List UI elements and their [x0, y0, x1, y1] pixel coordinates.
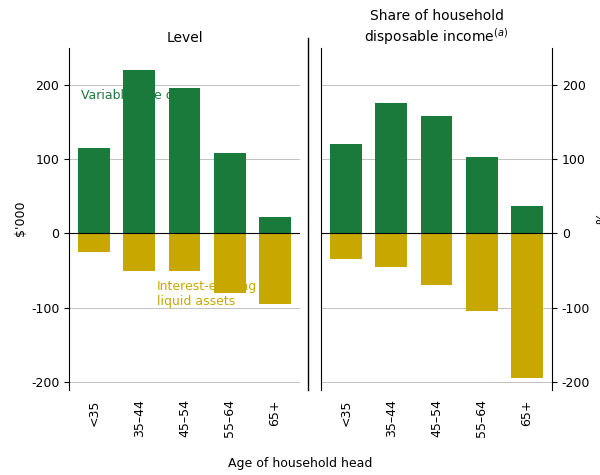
- Bar: [421, 233, 452, 285]
- Text: Interest-earning
liquid assets: Interest-earning liquid assets: [157, 280, 257, 308]
- Bar: [421, 116, 452, 233]
- Text: Variable-rate debt: Variable-rate debt: [80, 88, 194, 102]
- Bar: [214, 153, 245, 233]
- Y-axis label: $'000: $'000: [14, 201, 27, 236]
- Text: Age of household head: Age of household head: [228, 457, 372, 470]
- Bar: [466, 157, 497, 233]
- Bar: [214, 233, 245, 293]
- Bar: [259, 217, 291, 233]
- Bar: [330, 144, 362, 233]
- Bar: [124, 233, 155, 271]
- Bar: [330, 233, 362, 259]
- Bar: [376, 103, 407, 233]
- Bar: [376, 233, 407, 267]
- Bar: [511, 233, 543, 379]
- Bar: [466, 233, 497, 312]
- Bar: [124, 70, 155, 233]
- Bar: [169, 88, 200, 233]
- Bar: [78, 148, 110, 233]
- Bar: [78, 233, 110, 252]
- Bar: [511, 206, 543, 233]
- Bar: [259, 233, 291, 304]
- Y-axis label: %: %: [596, 212, 600, 225]
- Title: Share of household
disposable income$^{(a)}$: Share of household disposable income$^{(…: [364, 9, 509, 47]
- Bar: [169, 233, 200, 271]
- Title: Level: Level: [166, 31, 203, 45]
